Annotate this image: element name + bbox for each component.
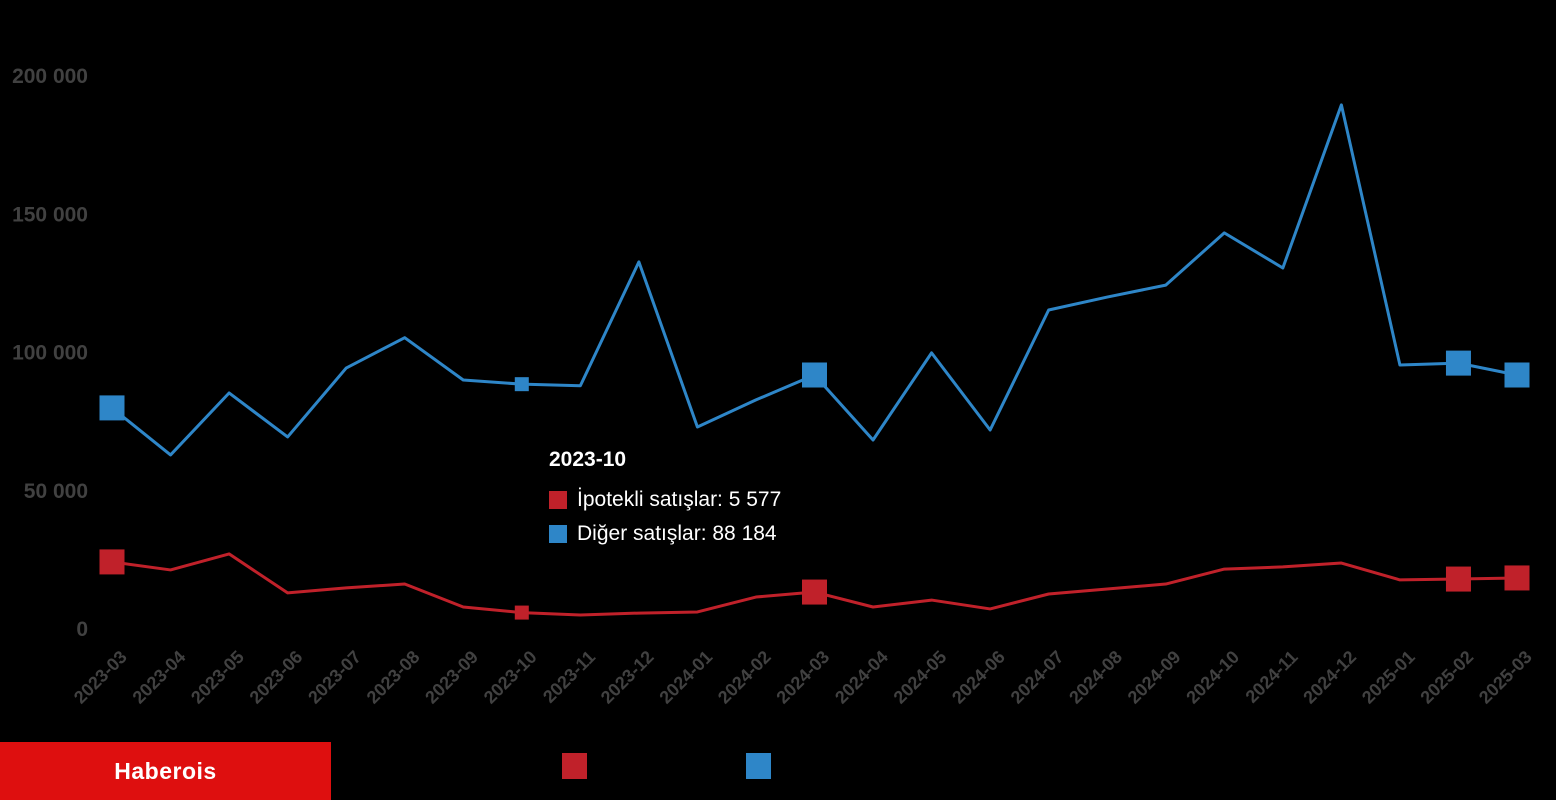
x-axis-tick-label: 2025-01 (1358, 647, 1419, 708)
legend-label-diger: Diğer satışlar (778, 755, 891, 776)
x-axis-tick-label: 2024-02 (714, 647, 775, 708)
x-axis-tick-label: 2024-10 (1182, 647, 1243, 708)
x-axis-tick-label: 2024-09 (1124, 647, 1185, 708)
x-axis-tick-label: 2025-03 (1475, 647, 1536, 708)
x-axis-tick-label: 2024-08 (1065, 647, 1126, 708)
x-axis-tick-label: 2023-05 (187, 647, 248, 708)
legend-item-diger[interactable]: Diğer satışlar (745, 753, 891, 779)
legend-item-ipotekli[interactable]: İpotekli satışlar (562, 753, 722, 779)
x-axis-tick-label: 2025-02 (1416, 647, 1477, 708)
data-point-marker[interactable] (99, 395, 125, 421)
x-axis-tick-label: 2024-11 (1242, 647, 1302, 707)
tooltip-swatch-diger (549, 525, 567, 543)
y-axis-tick-label: 50 000 (24, 480, 88, 503)
x-axis-tick-label: 2023-09 (421, 647, 482, 708)
data-point-marker[interactable] (802, 579, 827, 605)
brand-banner-text: Haberois (114, 757, 217, 784)
y-axis-tick-label: 100 000 (12, 342, 88, 365)
data-point-marker[interactable] (802, 362, 827, 388)
x-axis-tick-label: 2024-03 (772, 647, 833, 708)
y-axis-tick-label: 0 (76, 618, 88, 641)
hover-tooltip: 2023-10 İpotekli satışlar: 5 577 Diğer s… (549, 448, 781, 556)
brand-banner: Haberois (0, 742, 331, 800)
x-axis-tick-label: 2023-10 (480, 647, 541, 708)
x-axis-tick-label: 2023-12 (597, 647, 658, 708)
x-axis-tick-label: 2024-05 (890, 647, 951, 708)
x-axis-tick-label: 2024-01 (655, 647, 716, 708)
x-axis-tick-label: 2023-11 (539, 647, 599, 707)
chart-legend: İpotekli satışlar Diğer satışlar (562, 753, 891, 779)
data-point-marker[interactable] (1445, 566, 1471, 592)
x-axis-tick-label: 2023-03 (70, 647, 131, 708)
x-axis-tick-label: 2024-06 (948, 647, 1009, 708)
x-axis-tick-label: 2024-12 (1299, 647, 1360, 708)
legend-label-ipotekli: İpotekli satışlar (595, 755, 722, 776)
tooltip-row-ipotekli: İpotekli satışlar: 5 577 (549, 488, 781, 512)
x-axis-tick-label: 2023-06 (246, 647, 307, 708)
x-axis-tick-label: 2023-04 (129, 647, 190, 708)
tooltip-value-diger: Diğer satışlar: 88 184 (577, 522, 777, 545)
x-axis-tick-label: 2024-04 (831, 647, 892, 708)
data-point-marker[interactable] (99, 549, 125, 575)
y-axis-tick-label: 200 000 (12, 65, 88, 88)
x-axis-tick-label: 2024-07 (1007, 647, 1068, 708)
data-point-marker[interactable] (1504, 565, 1530, 591)
data-point-marker[interactable] (514, 377, 529, 392)
tooltip-title: 2023-10 (549, 448, 627, 471)
tooltip-swatch-ipotekli (549, 491, 567, 509)
tooltip-row-diger: Diğer satışlar: 88 184 (549, 522, 781, 546)
legend-swatch-diger (745, 753, 771, 779)
x-axis-tick-label: 2023-08 (363, 647, 424, 708)
legend-swatch-ipotekli (562, 753, 587, 779)
series-line-diger[interactable] (111, 103, 1518, 457)
x-axis-tick-label: 2023-07 (304, 647, 365, 708)
tooltip-value-ipotekli: İpotekli satışlar: 5 577 (577, 488, 782, 511)
data-point-marker[interactable] (514, 605, 529, 620)
data-point-marker[interactable] (1445, 350, 1471, 376)
y-axis-tick-label: 150 000 (12, 203, 88, 226)
data-point-marker[interactable] (1504, 362, 1530, 388)
